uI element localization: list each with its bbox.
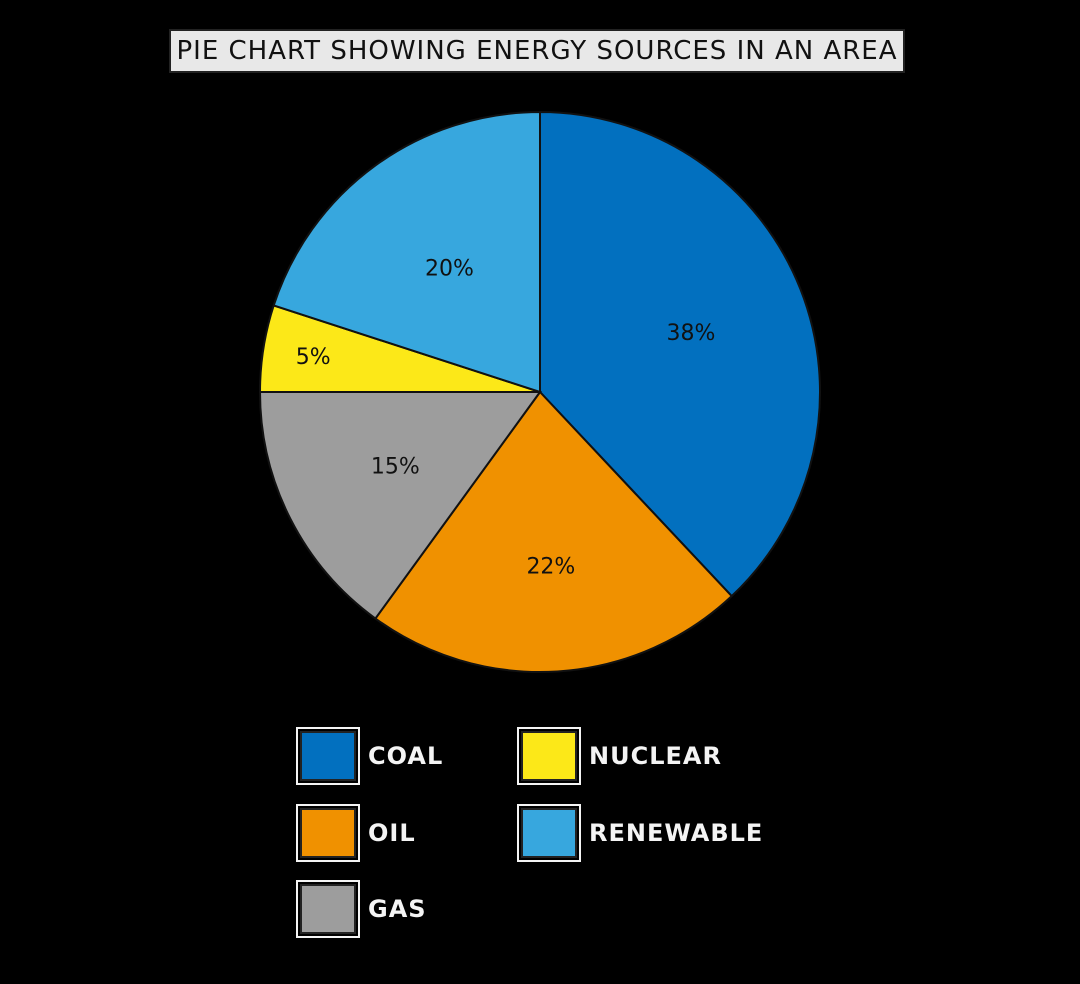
pie-slice-coal: [539, 110, 821, 598]
legend-label: NUCLEAR: [589, 742, 722, 770]
legend-label: RENEWABLE: [589, 819, 764, 847]
slice-label-renewable: 20%: [425, 256, 474, 281]
legend-item-oil: OIL: [296, 804, 416, 862]
legend-item-coal: COAL: [296, 727, 444, 785]
legend-item-gas: GAS: [296, 880, 427, 938]
chart-title: PIE CHART SHOWING ENERGY SOURCES IN AN A…: [169, 29, 905, 73]
pie-slice-gas: [258, 391, 542, 620]
pie-slice-oil: [374, 390, 734, 673]
slice-label-gas: 15%: [371, 455, 420, 480]
legend-item-renewable: RENEWABLE: [517, 804, 764, 862]
slice-label-coal: 38%: [667, 321, 716, 346]
legend-label: COAL: [368, 742, 444, 770]
legend-label: OIL: [368, 819, 416, 847]
legend-label: GAS: [368, 895, 427, 923]
slice-label-nuclear: 5%: [296, 345, 331, 370]
legend-swatch-gas: [296, 880, 360, 938]
pie-slice-renewable: [272, 110, 541, 394]
legend-item-nuclear: NUCLEAR: [517, 727, 722, 785]
legend-swatch-oil: [296, 804, 360, 862]
legend-swatch-nuclear: [517, 727, 581, 785]
legend-swatch-renewable: [517, 804, 581, 862]
slice-label-oil: 22%: [526, 554, 575, 579]
legend-swatch-coal: [296, 727, 360, 785]
